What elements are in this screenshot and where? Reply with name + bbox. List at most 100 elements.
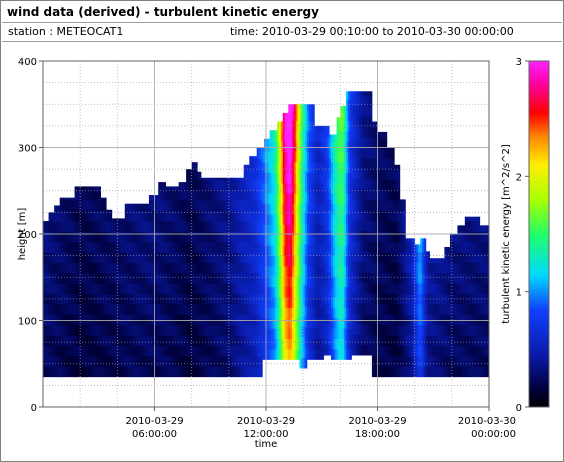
heatmap-cell [143,241,146,253]
heatmap-cell [355,168,358,180]
heatmap-cell [288,286,291,298]
heatmap-cell [461,314,464,326]
heatmap-cell [279,162,282,173]
heatmap-cell [472,314,475,326]
heatmap-cell [370,91,373,96]
heatmap-cell [273,182,276,194]
heatmap-cell [466,314,469,326]
heatmap-cell [425,262,429,274]
heatmap-cell [249,210,252,222]
heatmap-cell [210,179,213,191]
heatmap-cell [100,197,103,201]
heatmap-cell [156,366,159,378]
heatmap-cell [412,355,416,367]
heatmap-cell [152,314,155,326]
heatmap-cell [100,366,103,378]
heatmap-cell [345,255,349,267]
heatmap-cell [293,131,297,142]
heatmap-cell [325,303,328,314]
heatmap-cell [102,304,105,315]
heatmap-cell [345,182,349,194]
heatmap-cell [279,172,282,184]
heatmap-cell [134,324,137,336]
heatmap-cell [206,189,209,201]
heatmap-cell [147,366,150,378]
heatmap-cell [156,345,159,357]
heatmap-cell [161,335,165,346]
heatmap-cell [332,141,336,153]
heatmap-cell [314,234,317,246]
heatmap-cell [115,314,118,326]
heatmap-cell [425,355,429,367]
heatmap-cell [117,221,120,232]
heatmap-cell [475,304,479,315]
heatmap-cell [113,272,116,284]
heatmap-cell [449,241,453,253]
heatmap-cell [310,224,313,236]
heatmap-cell [96,293,100,305]
heatmap-cell [247,241,250,253]
heatmap-cell [241,366,245,378]
heatmap-cell [267,193,271,205]
heatmap-cell [390,147,393,149]
heatmap-cell [327,137,330,148]
heatmap-cell [78,345,81,357]
heatmap-cell [308,110,311,122]
time-range-label: time: 2010-03-29 00:10:00 to 2010-03-30 … [230,25,514,38]
heatmap-cell [54,304,57,315]
heatmap-cell [422,293,425,305]
heatmap-cell [212,210,215,222]
heatmap-cell [247,231,250,243]
heatmap-cell [238,241,241,253]
heatmap-cell [199,262,202,274]
heatmap-cell [176,366,180,378]
heatmap-cell [397,210,401,222]
heatmap-cell [305,104,308,109]
heatmap-cell [111,366,115,378]
heatmap-cell [80,324,83,336]
heatmap-cell [273,131,276,142]
heatmap-cell [475,262,479,274]
heatmap-cell [284,307,287,319]
heatmap-cell [266,141,269,153]
heatmap-cell [314,203,317,215]
heatmap-cell [353,272,356,283]
heatmap-cell [239,177,243,180]
heatmap-cell [277,307,280,319]
heatmap-cell [292,317,295,329]
heatmap-cell [141,210,144,222]
heatmap-cell [449,314,453,326]
heatmap-cell [173,241,176,253]
heatmap-cell [128,241,131,253]
heatmap-cell [332,276,336,288]
heatmap-cell [410,335,414,346]
heatmap-cell [193,231,196,243]
heatmap-cell [449,345,453,357]
heatmap-cell [150,241,154,253]
heatmap-cell [331,172,334,184]
heatmap-cell [72,197,75,201]
heatmap-cell [100,241,103,253]
heatmap-cell [217,293,220,305]
heatmap-cell [364,303,367,314]
heatmap-cell [353,157,356,169]
heatmap-cell [109,293,113,305]
heatmap-cell [163,241,167,253]
heatmap-cell [57,283,61,295]
heatmap-cell [306,120,310,132]
heatmap-cell [264,141,267,153]
heatmap-cell [459,366,462,378]
heatmap-cell [245,210,248,222]
heatmap-cell [119,324,122,336]
heatmap-cell [475,216,479,222]
heatmap-cell [56,293,59,305]
heatmap-cell [223,345,226,357]
heatmap-cell [409,355,412,367]
heatmap-cell [316,131,319,142]
heatmap-cell [132,335,135,346]
heatmap-cell [70,293,74,305]
heatmap-cell [232,252,235,263]
heatmap-cell [57,324,61,336]
heatmap-cell [423,293,427,305]
heatmap-cell [98,210,102,222]
